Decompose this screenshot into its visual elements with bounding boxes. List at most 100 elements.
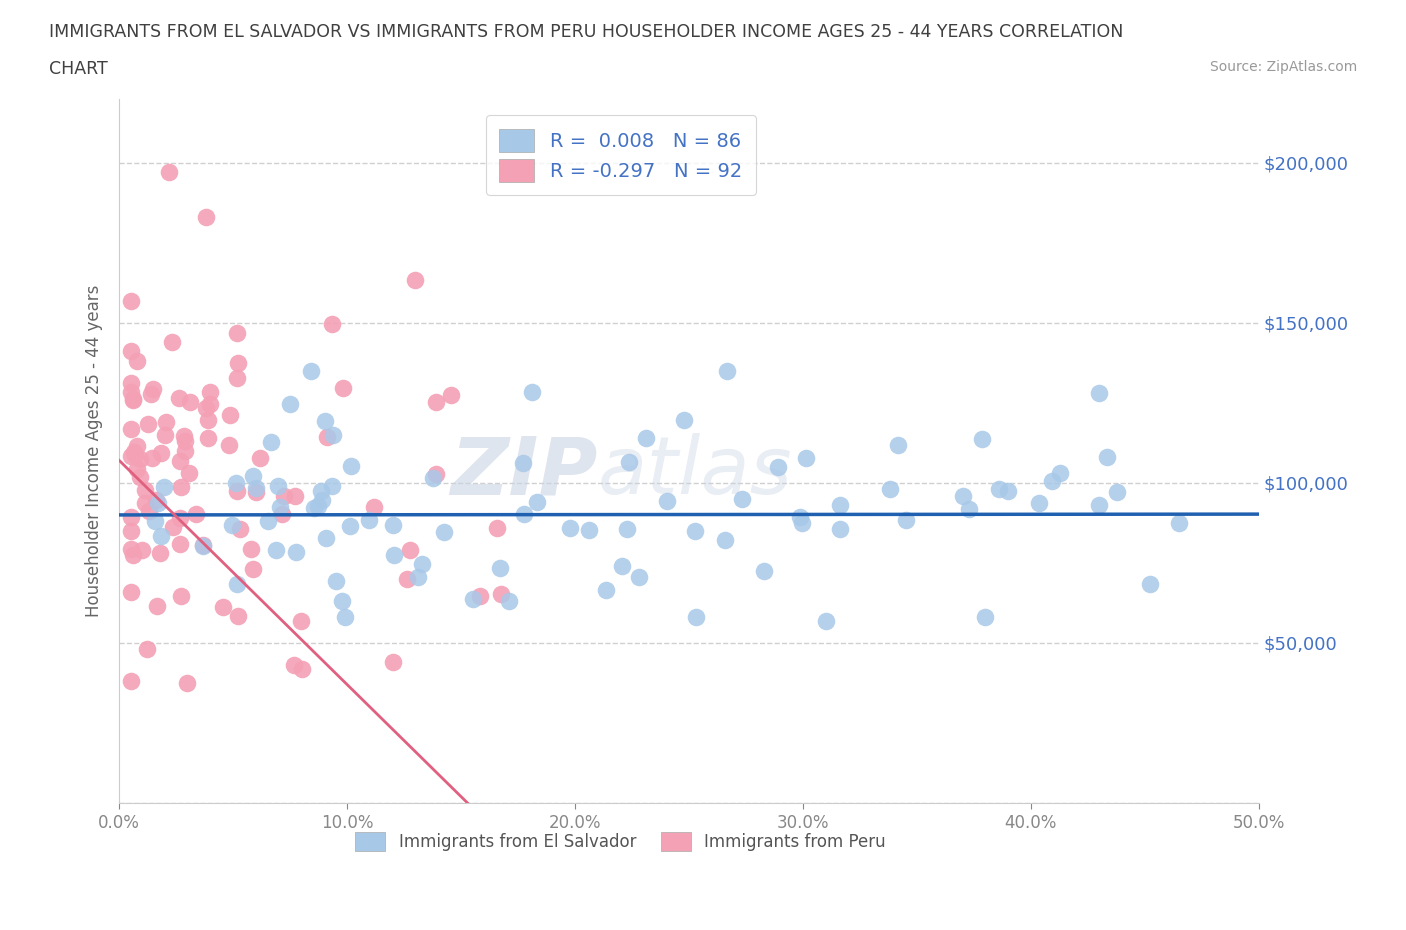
Text: IMMIGRANTS FROM EL SALVADOR VS IMMIGRANTS FROM PERU HOUSEHOLDER INCOME AGES 25 -: IMMIGRANTS FROM EL SALVADOR VS IMMIGRANT… [49, 23, 1123, 41]
Point [814, 613, 837, 628]
Point [330, 593, 353, 608]
Point [512, 456, 534, 471]
Text: atlas: atlas [598, 433, 793, 511]
Point [322, 428, 344, 443]
Point [425, 467, 447, 482]
Point [226, 608, 249, 623]
Point [120, 584, 142, 599]
Point [134, 496, 156, 511]
Point [226, 576, 249, 591]
Point [578, 523, 600, 538]
Point [433, 525, 456, 539]
Point [359, 512, 381, 527]
Point [730, 491, 752, 506]
Point [489, 560, 512, 575]
Point [311, 493, 333, 508]
Point [513, 507, 536, 522]
Point [619, 455, 641, 470]
Point [149, 545, 172, 560]
Point [685, 610, 707, 625]
Point [120, 421, 142, 436]
Point [461, 591, 484, 606]
Point [830, 498, 852, 512]
Point [120, 448, 142, 463]
Point [411, 557, 433, 572]
Text: CHART: CHART [49, 60, 108, 78]
Point [242, 469, 264, 484]
Point [145, 493, 167, 508]
Point [957, 501, 980, 516]
Point [152, 480, 174, 495]
Point [655, 494, 678, 509]
Point [197, 413, 219, 428]
Point [325, 573, 347, 588]
Point [315, 430, 337, 445]
Point [1139, 576, 1161, 591]
Point [283, 658, 305, 672]
Point [120, 674, 142, 689]
Point [997, 484, 1019, 498]
Point [974, 610, 997, 625]
Point [382, 517, 405, 532]
Point [191, 538, 214, 552]
Point [363, 499, 385, 514]
Point [1049, 466, 1071, 481]
Point [290, 614, 312, 629]
Point [768, 459, 790, 474]
Point [672, 412, 695, 427]
Point [879, 482, 901, 497]
Point [284, 488, 307, 503]
Point [157, 165, 180, 179]
Point [952, 489, 974, 504]
Point [1040, 473, 1063, 488]
Point [174, 433, 197, 448]
Point [616, 522, 638, 537]
Point [129, 469, 152, 484]
Point [406, 570, 429, 585]
Point [184, 506, 207, 521]
Point [335, 610, 357, 625]
Point [440, 388, 463, 403]
Point [1167, 515, 1189, 530]
Point [195, 401, 218, 416]
Point [309, 484, 332, 498]
Point [169, 537, 191, 551]
Point [239, 541, 262, 556]
Point [226, 326, 249, 340]
Point [278, 397, 301, 412]
Point [526, 495, 548, 510]
Point [173, 429, 195, 444]
Point [225, 484, 247, 498]
Point [145, 598, 167, 613]
Point [271, 507, 294, 522]
Point [120, 294, 142, 309]
Point [332, 380, 354, 395]
Point [634, 432, 657, 446]
Point [522, 384, 544, 399]
Point [683, 524, 706, 538]
Point [169, 511, 191, 525]
Point [134, 483, 156, 498]
Point [155, 414, 177, 429]
Point [179, 394, 201, 409]
Point [226, 356, 249, 371]
Point [972, 432, 994, 446]
Point [170, 479, 193, 494]
Point [595, 582, 617, 597]
Point [1105, 485, 1128, 499]
Point [381, 655, 404, 670]
Point [267, 479, 290, 494]
Point [314, 414, 336, 429]
Point [174, 444, 197, 458]
Point [219, 407, 242, 422]
Point [396, 571, 419, 586]
Point [245, 485, 267, 500]
Point [120, 510, 142, 525]
Point [422, 471, 444, 485]
Point [211, 599, 233, 614]
Point [141, 387, 163, 402]
Legend: Immigrants from El Salvador, Immigrants from Peru: Immigrants from El Salvador, Immigrants … [349, 826, 893, 858]
Point [122, 445, 145, 459]
Point [136, 416, 159, 431]
Point [121, 392, 143, 407]
